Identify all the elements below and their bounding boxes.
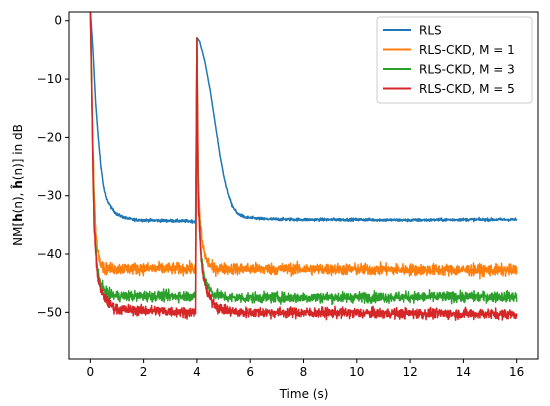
x-tick-label: 12 bbox=[402, 365, 417, 379]
x-tick-label: 2 bbox=[140, 365, 148, 379]
x-tick-label: 4 bbox=[193, 365, 201, 379]
y-axis-label: NM[h(n), ĥ(n)] in dB bbox=[10, 124, 25, 246]
y-tick-label: 0 bbox=[54, 14, 62, 28]
y-axis-label-hhat: ĥ bbox=[10, 180, 25, 190]
legend: RLS RLS-CKD, M = 1 RLS-CKD, M = 3 RLS-CKD, … bbox=[376, 16, 533, 104]
x-tick-label: 16 bbox=[509, 365, 524, 379]
series-layer bbox=[89, 12, 518, 321]
y-axis-label-prefix: NM[ bbox=[11, 222, 25, 246]
y-axis-label-arg: (n), bbox=[11, 189, 25, 214]
y-tick-label: −30 bbox=[37, 189, 62, 203]
legend-label: RLS-CKD, M = 5 bbox=[419, 82, 515, 96]
y-axis-label-suffix: (n)] in dB bbox=[11, 124, 25, 180]
series-line-2 bbox=[89, 12, 518, 280]
x-axis-label: Time (s) bbox=[279, 387, 329, 401]
y-axis-ticks: 0 −10 −20 −30 −40 −50 bbox=[37, 14, 69, 319]
legend-label: RLS-CKD, M = 1 bbox=[419, 43, 515, 57]
x-tick-label: 0 bbox=[86, 365, 94, 379]
series-line-3 bbox=[89, 12, 518, 306]
y-axis-label-h: h bbox=[11, 213, 25, 222]
x-axis-ticks: 0 2 4 6 8 10 12 14 16 bbox=[86, 359, 524, 379]
y-tick-label: −20 bbox=[37, 130, 62, 144]
series-line-1 bbox=[89, 12, 518, 224]
x-tick-label: 14 bbox=[456, 365, 471, 379]
x-tick-label: 6 bbox=[246, 365, 254, 379]
legend-label: RLS bbox=[419, 24, 442, 38]
y-tick-label: −50 bbox=[37, 305, 62, 319]
x-tick-label: 8 bbox=[300, 365, 308, 379]
x-tick-label: 10 bbox=[349, 365, 364, 379]
y-tick-label: −40 bbox=[37, 247, 62, 261]
legend-label: RLS-CKD, M = 3 bbox=[419, 63, 515, 77]
legend-box bbox=[376, 16, 533, 104]
series-line-4 bbox=[89, 12, 518, 321]
y-tick-label: −10 bbox=[37, 72, 62, 86]
